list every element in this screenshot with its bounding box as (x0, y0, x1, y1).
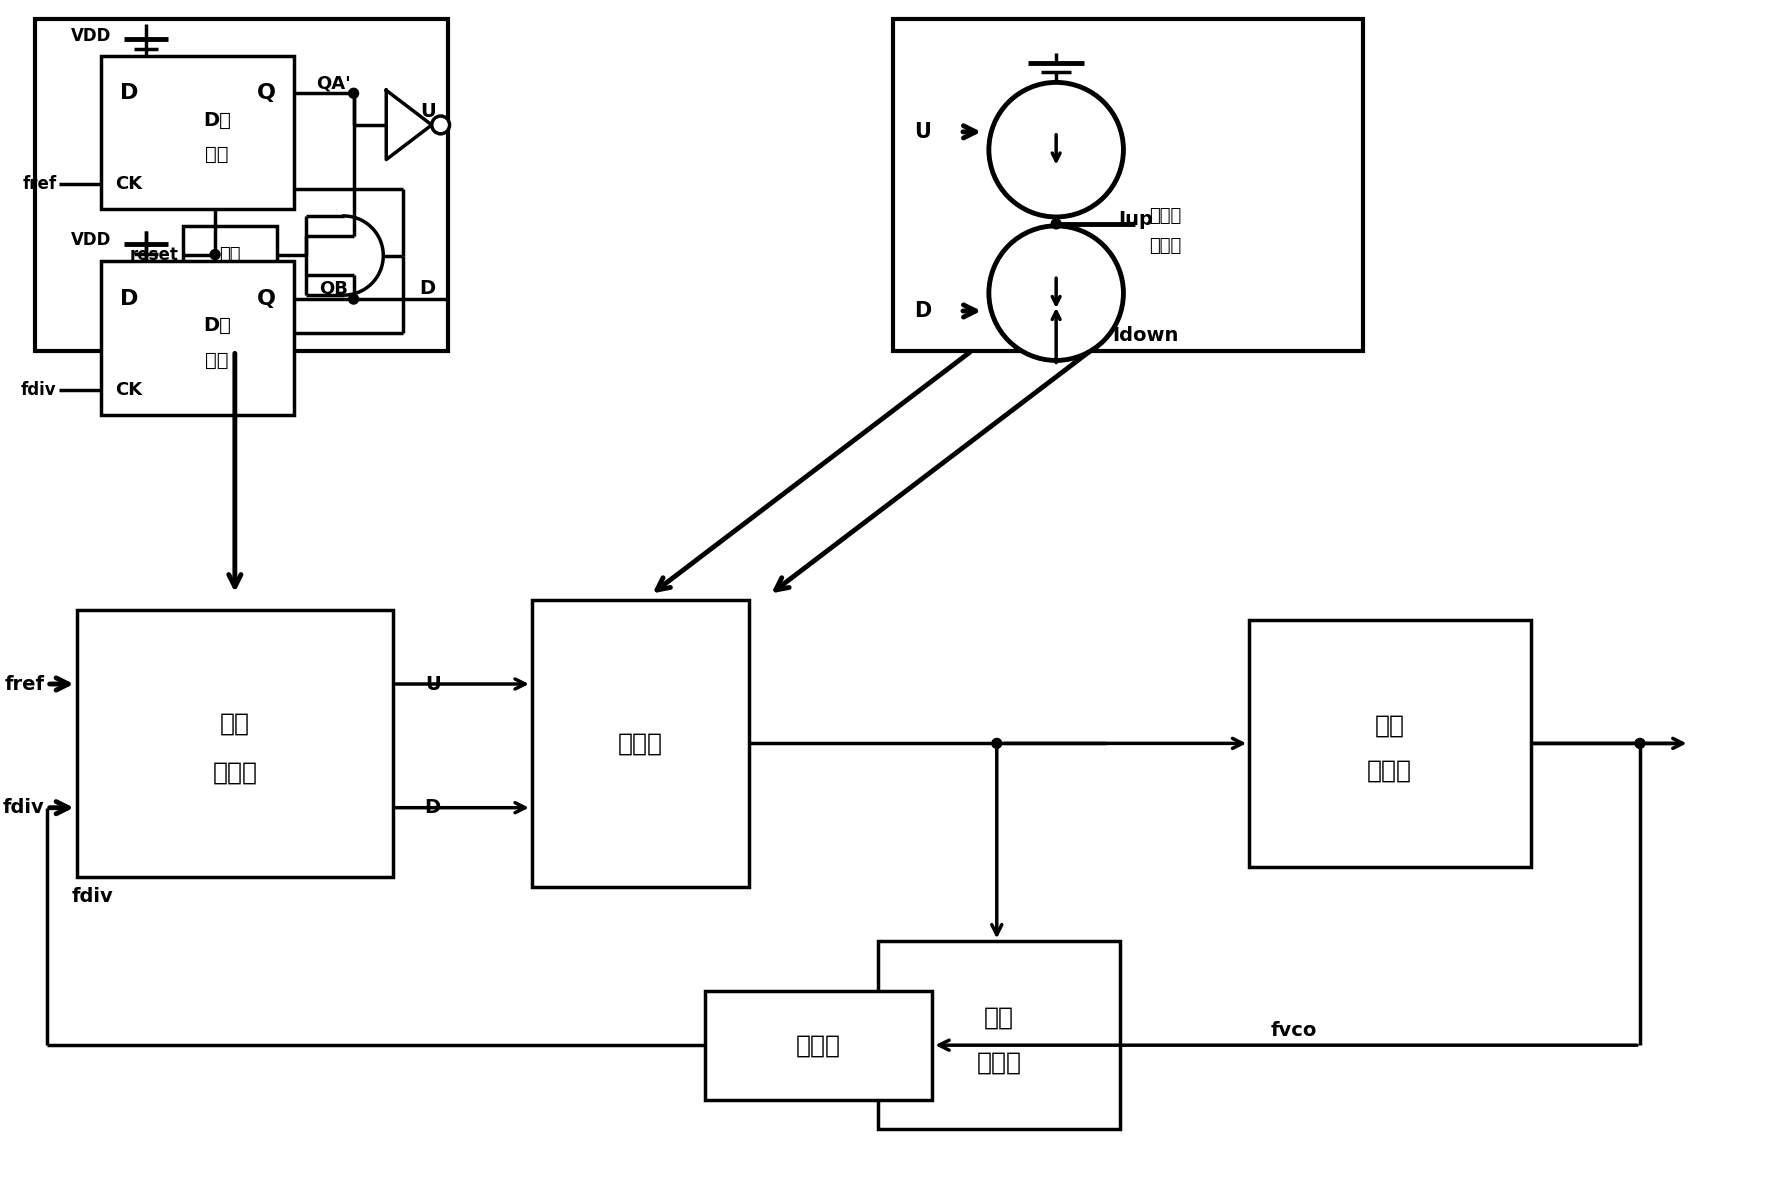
Circle shape (348, 89, 359, 98)
Text: reset: reset (129, 246, 179, 263)
Text: Idown: Idown (1113, 326, 1178, 345)
Bar (35, 19, 448, 351)
Text: 延时: 延时 (219, 246, 241, 263)
Text: fdiv: fdiv (4, 798, 44, 817)
Text: QB: QB (320, 279, 348, 298)
Text: 滤波器: 滤波器 (1148, 236, 1182, 255)
Text: fvco: fvco (1270, 1020, 1316, 1039)
Bar (877, 941, 1120, 1129)
Text: fdiv: fdiv (71, 887, 113, 906)
Text: 电荷泵: 电荷泵 (617, 731, 663, 756)
Circle shape (989, 226, 1123, 360)
Text: D触: D触 (203, 317, 232, 335)
Text: QA': QA' (317, 74, 352, 92)
Text: Iup: Iup (1118, 210, 1153, 229)
Text: 环路: 环路 (984, 1005, 1014, 1030)
Bar (1249, 620, 1532, 867)
Circle shape (1635, 738, 1645, 749)
Text: D: D (120, 84, 138, 103)
Text: CK: CK (115, 175, 143, 194)
Text: D: D (915, 301, 930, 321)
Bar (184, 226, 278, 283)
Text: fdiv: fdiv (21, 381, 57, 399)
Text: D: D (419, 279, 435, 298)
Text: VDD: VDD (71, 230, 111, 249)
Text: 发器: 发器 (205, 351, 228, 370)
Circle shape (1051, 218, 1061, 229)
Text: 发器: 发器 (205, 145, 228, 164)
Text: 压控: 压控 (1375, 713, 1405, 738)
Text: Q: Q (257, 289, 276, 309)
Circle shape (211, 249, 219, 260)
Bar (101, 56, 294, 209)
Text: U: U (915, 122, 930, 142)
Bar (76, 609, 393, 877)
Text: 分频器: 分频器 (796, 1033, 842, 1057)
Circle shape (348, 294, 359, 304)
Bar (532, 600, 750, 887)
Text: fref: fref (23, 175, 57, 194)
Text: fref: fref (5, 674, 44, 693)
Text: VDD: VDD (71, 27, 111, 45)
Text: Q: Q (257, 84, 276, 103)
Text: D: D (425, 798, 440, 817)
Circle shape (992, 738, 1001, 749)
Text: CK: CK (115, 381, 143, 399)
Circle shape (432, 116, 449, 133)
Circle shape (989, 83, 1123, 217)
Bar (101, 261, 294, 415)
Text: 滤波器: 滤波器 (976, 1051, 1021, 1075)
Text: D: D (120, 289, 138, 309)
Text: D触: D触 (203, 111, 232, 130)
Bar (893, 19, 1362, 351)
Text: U: U (419, 102, 435, 120)
Text: 鉴相: 鉴相 (219, 712, 249, 736)
Text: 去环路: 去环路 (1148, 207, 1182, 224)
Text: U: U (425, 674, 440, 693)
Text: 振荡器: 振荡器 (1367, 759, 1412, 783)
Bar (704, 991, 932, 1100)
Text: 鉴频器: 鉴频器 (212, 761, 257, 785)
